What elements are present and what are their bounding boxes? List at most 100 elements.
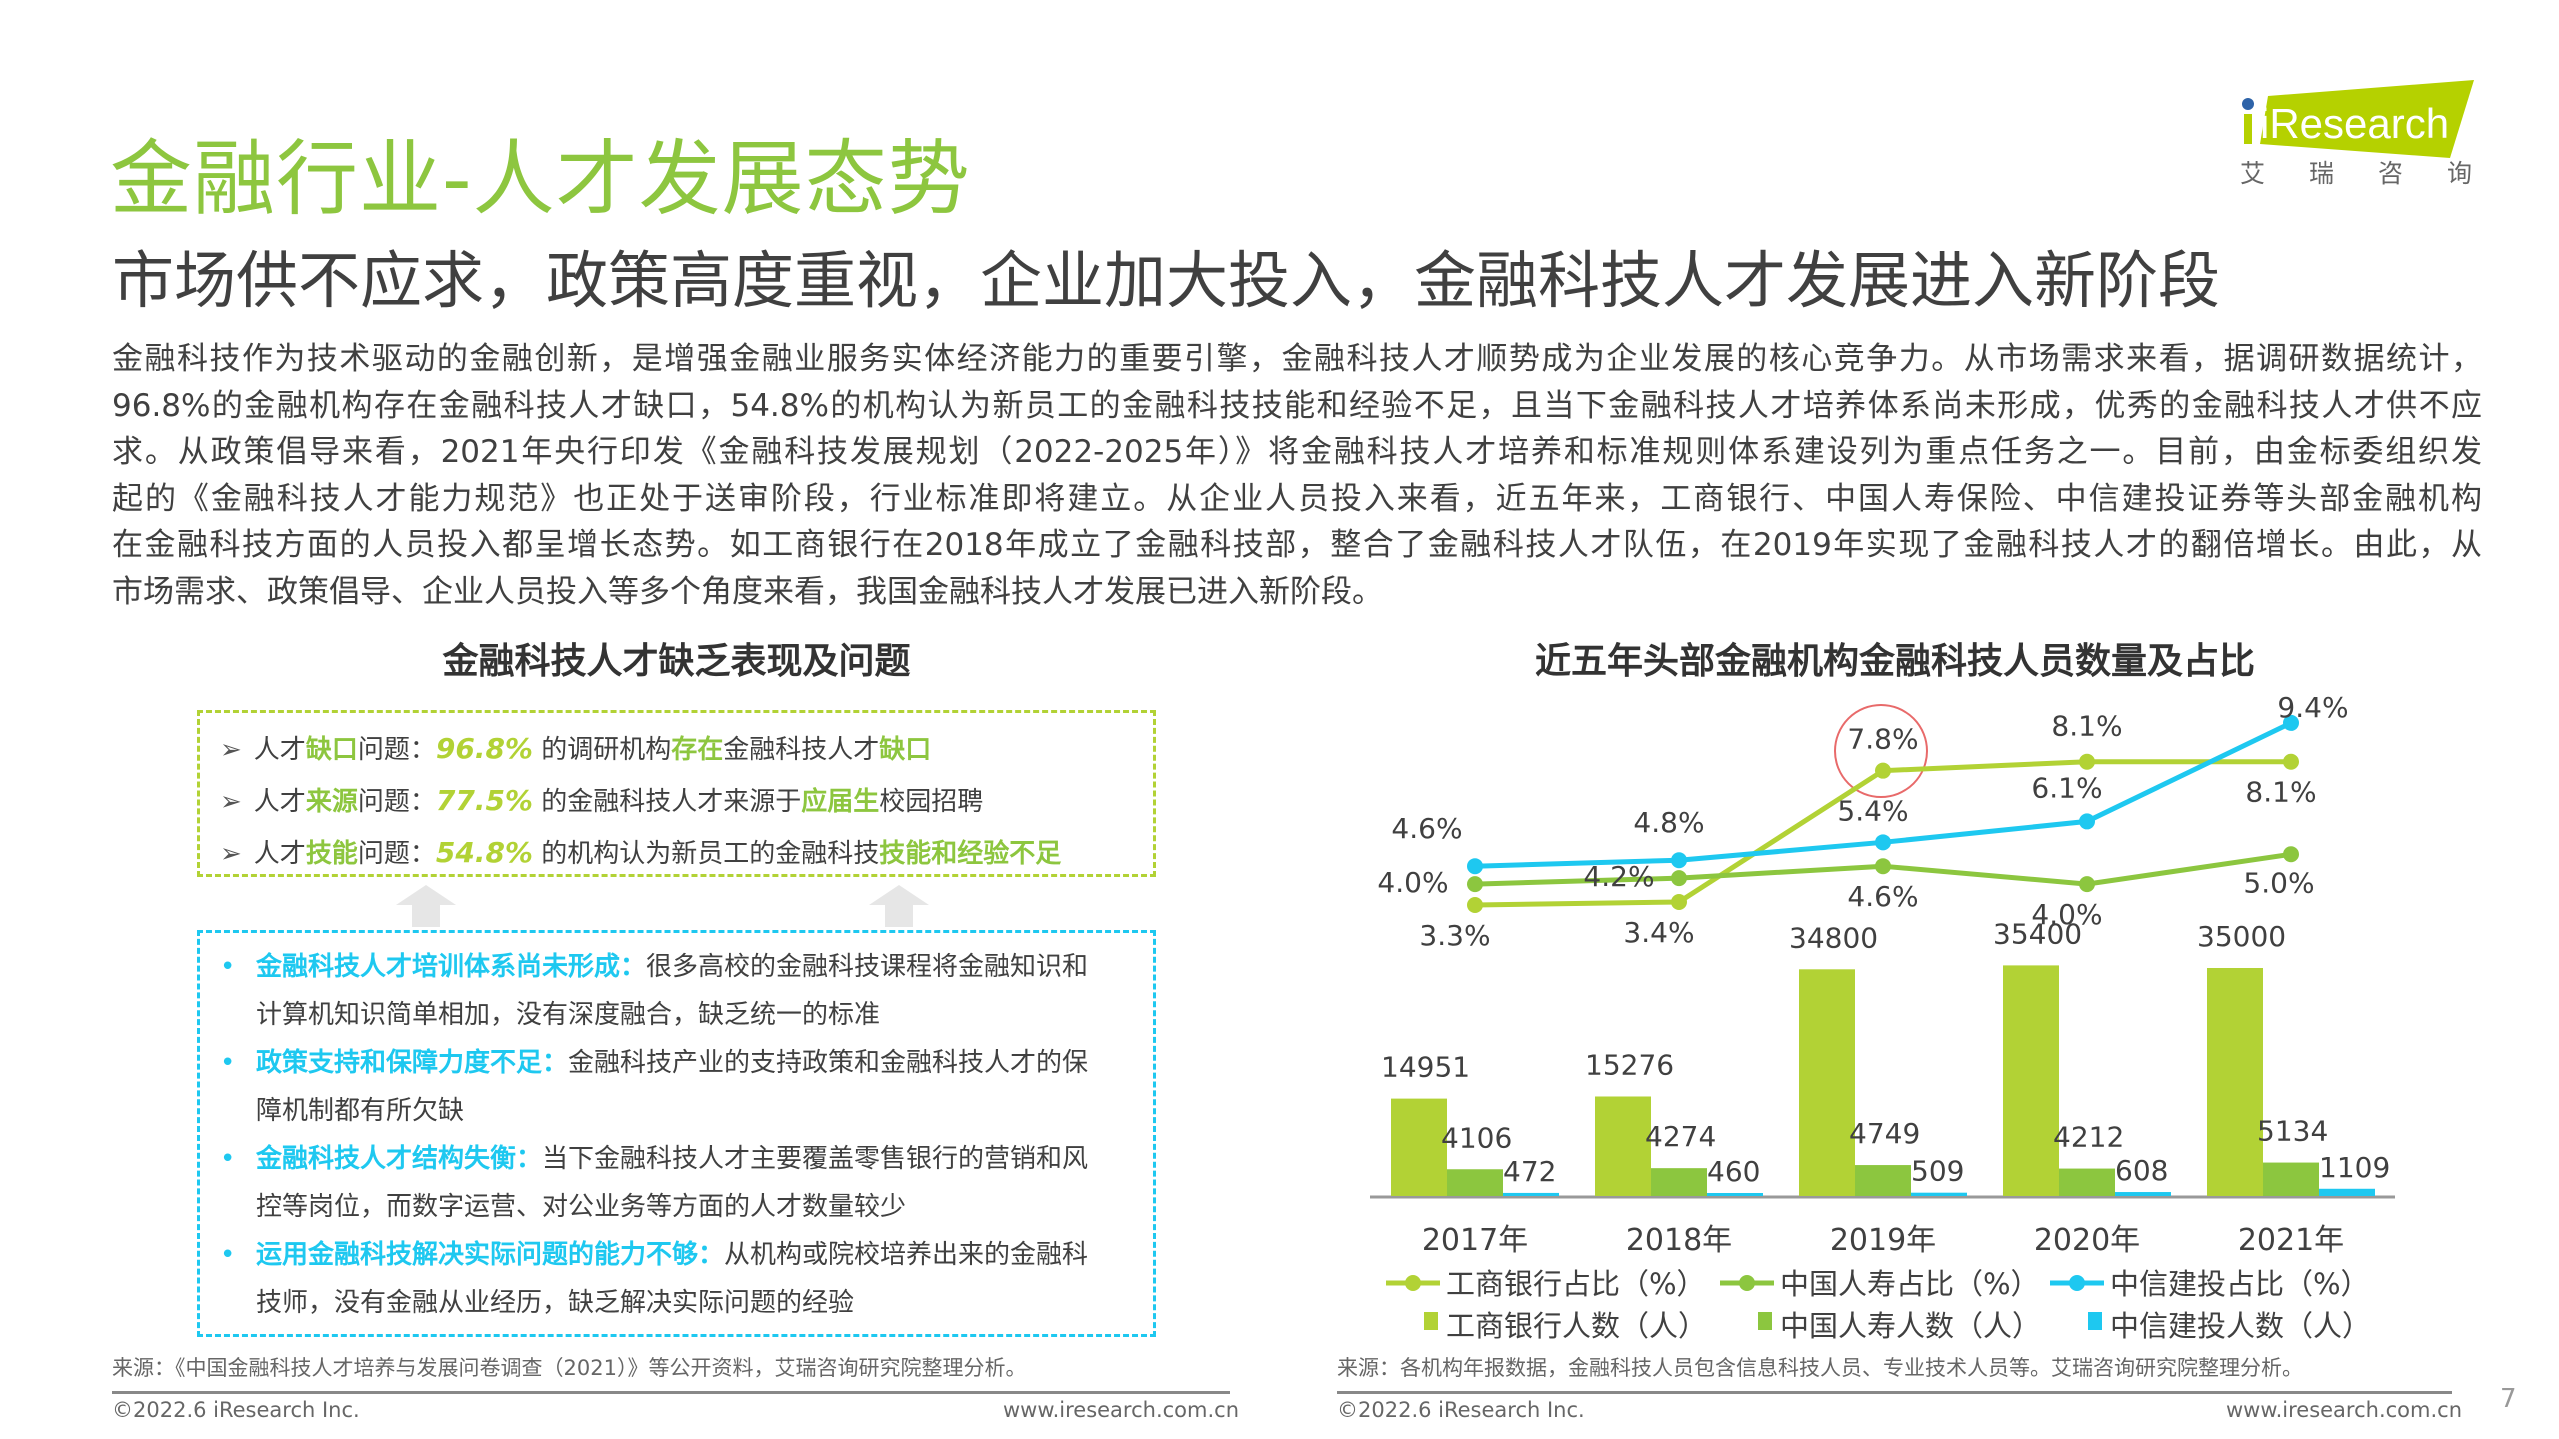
legend-label: 中国人寿占比（%） <box>1780 1267 2040 1301</box>
up-arrow-icon <box>396 885 456 927</box>
cause-heading: 政策支持和保障力度不足： <box>256 1048 569 1078</box>
line-point <box>2079 753 2095 770</box>
problem-text: 技能和经验不足 <box>879 839 1062 869</box>
footer-divider <box>112 1391 1230 1394</box>
chart-source-note: 来源：各机构年报数据，金融科技人员包含信息科技人员、专业技术人员等。艾瑞咨询研究… <box>1337 1356 2303 1380</box>
left-source-note: 来源：《中国金融科技人才培养与发展问卷调查（2021）》等公开资料，艾瑞咨询研究… <box>112 1356 1027 1380</box>
line-data-label: 3.3% <box>1419 919 1490 952</box>
iresearch-logo: iResearch 艾 瑞 咨 询 <box>2238 78 2478 188</box>
arrow-bullet-icon: ➢ <box>220 735 242 765</box>
cause-heading: 金融科技人才结构失衡： <box>256 1144 543 1174</box>
intro-line: 金融科技作为技术驱动的金融创新，是增强金融业服务实体经济能力的重要引擎，金融科技… <box>112 341 2482 377</box>
bar <box>2115 1192 2171 1196</box>
problem-text: 人才 <box>253 787 306 817</box>
bar <box>2059 1168 2115 1196</box>
x-tick-label: 2019年 <box>1830 1223 1936 1258</box>
problem-text: 的机构认为新员工的金融科技 <box>532 839 880 869</box>
bullet-icon: • <box>220 1048 236 1078</box>
bar <box>1595 1096 1651 1196</box>
legend-label: 工商银行占比（%） <box>1446 1267 1706 1301</box>
problem-item: ➢ 人才技能问题：54.8% 的机构认为新员工的金融科技技能和经验不足 <box>220 833 1061 870</box>
cause-text-cont: 计算机知识简单相加，没有深度融合，缺乏统一的标准 <box>256 1000 881 1030</box>
problem-text: 技能 <box>305 839 358 869</box>
page-title: 金融行业-人才发展态势 <box>110 132 971 227</box>
cause-item: • 运用金融科技解决实际问题的能力不够：从机构或院校培养出来的金融科 技师，没有金融… <box>220 1231 1088 1327</box>
up-arrow-icon <box>869 885 929 927</box>
x-tick-label: 2018年 <box>1626 1223 1732 1258</box>
bullet-icon: • <box>220 1240 236 1270</box>
problem-text: 96.8% <box>435 732 533 765</box>
line-point <box>2079 876 2095 893</box>
problem-text: 问题： <box>357 735 436 765</box>
cause-text: 当下金融科技人才主要覆盖零售银行的营销和风 <box>542 1144 1089 1174</box>
problem-text: 问题： <box>357 839 436 869</box>
bar <box>2207 968 2263 1196</box>
legend-marker-icon <box>1739 1275 1755 1291</box>
line-point <box>1875 858 1891 875</box>
line-point <box>1671 894 1687 911</box>
bar-data-label: 460 <box>1707 1155 1760 1188</box>
bar-data-label: 509 <box>1911 1155 1964 1188</box>
x-tick-label: 2020年 <box>2034 1223 2140 1258</box>
line-point <box>1467 876 1483 893</box>
cause-item: • 金融科技人才结构失衡：当下金融科技人才主要覆盖零售银行的营销和风 控等岗位，而数… <box>220 1135 1088 1231</box>
cause-text: 很多高校的金融科技课程将金融知识和 <box>646 952 1089 982</box>
line-data-label: 8.1% <box>2051 710 2122 743</box>
line-data-label: 4.8% <box>1633 806 1704 839</box>
cause-heading: 金融科技人才培训体系尚未形成： <box>256 952 647 982</box>
bar <box>1707 1193 1763 1196</box>
line-data-label: 4.6% <box>1847 880 1918 913</box>
line-data-label: 4.0% <box>1377 866 1448 899</box>
line-data-label: 8.1% <box>2245 776 2316 809</box>
bar-data-label: 35400 <box>1993 917 2082 950</box>
chart-title: 近五年头部金融机构金融科技人员数量及占比 <box>1534 641 2255 682</box>
problem-text: 人才 <box>253 735 306 765</box>
line-data-label: 9.4% <box>2277 691 2348 724</box>
line-point <box>2283 846 2299 863</box>
footer-url[interactable]: www.iresearch.com.cn <box>2226 1398 2463 1422</box>
bar-data-label: 4274 <box>1645 1120 1716 1153</box>
bar-data-label: 5134 <box>2257 1115 2328 1148</box>
intro-line: 在金融科技方面的人员投入都呈增长态势。如工商银行在2018年成立了金融科技部，整… <box>112 527 2482 563</box>
line-point <box>1671 870 1687 887</box>
cause-item: • 政策支持和保障力度不足：金融科技产业的支持政策和金融科技人才的保 障机制都有所欠… <box>220 1039 1088 1135</box>
page-subtitle: 市场供不应求，政策高度重视，企业加大投入，金融科技人才发展进入新阶段 <box>112 244 2221 317</box>
line-point <box>1875 834 1891 851</box>
problem-text: 的调研机构 <box>532 735 672 765</box>
arrow-bullet-icon: ➢ <box>220 839 242 869</box>
bar-data-label: 35000 <box>2197 920 2286 953</box>
logo-text: iResearch <box>2260 100 2449 147</box>
left-section-heading: 金融科技人才缺乏表现及问题 <box>442 641 911 682</box>
line-data-label: 7.8% <box>1847 723 1918 756</box>
problem-text: 77.5% <box>435 784 533 817</box>
bar-data-label: 4106 <box>1441 1121 1512 1154</box>
bullet-icon: • <box>220 1144 236 1174</box>
bar <box>1391 1098 1447 1196</box>
bar <box>2003 965 2059 1196</box>
legend-label: 中信建投占比（%） <box>2110 1267 2370 1301</box>
footer-divider <box>1337 1391 2452 1394</box>
intro-line: 求。从政策倡导来看，2021年央行印发《金融科技发展规划（2022-2025年）… <box>112 434 2482 470</box>
line-data-label: 4.2% <box>1583 860 1654 893</box>
legend-square-icon <box>1758 1312 1772 1330</box>
problem-text: 金融科技人才 <box>723 735 880 765</box>
problems-box: ➢ 人才缺口问题：96.8% 的调研机构存在金融科技人才缺口 ➢ 人才来源问题：77.… <box>197 710 1156 877</box>
bar <box>2319 1188 2375 1196</box>
problem-text: 校园招聘 <box>879 787 984 817</box>
cause-text: 从机构或院校培养出来的金融科 <box>724 1240 1089 1270</box>
footer-url[interactable]: www.iresearch.com.cn <box>1003 1398 1240 1422</box>
line-data-label: 3.4% <box>1623 916 1694 949</box>
bar-data-label: 14951 <box>1381 1051 1470 1084</box>
cause-text: 金融科技产业的支持政策和金融科技人才的保 <box>568 1048 1089 1078</box>
bar <box>2263 1162 2319 1196</box>
bar <box>1503 1192 1559 1196</box>
intro-line: 96.8%的金融机构存在金融科技人才缺口，54.8%的机构认为新员工的金融科技技… <box>112 387 2482 424</box>
legend-label: 工商银行人数（人） <box>1446 1309 1707 1343</box>
line-point <box>2079 813 2095 830</box>
bar <box>1651 1168 1707 1196</box>
bar-data-label: 34800 <box>1789 921 1878 954</box>
problem-item: ➢ 人才缺口问题：96.8% 的调研机构存在金融科技人才缺口 <box>220 729 931 766</box>
problem-text: 缺口 <box>305 735 358 765</box>
problem-text: 缺口 <box>879 735 932 765</box>
x-tick-label: 2017年 <box>1422 1223 1528 1258</box>
